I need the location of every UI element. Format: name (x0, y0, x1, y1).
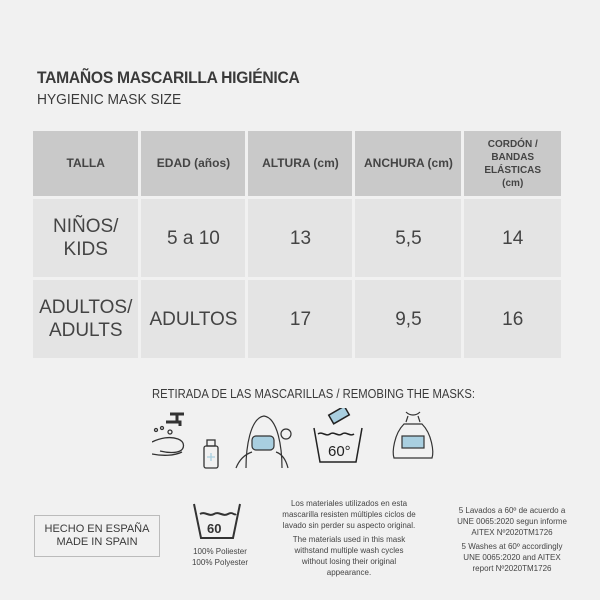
remove-mask-icon (235, 415, 292, 469)
table-row: NIÑOS/ KIDS 5 a 10 13 5,5 14 (33, 199, 561, 277)
header-talla: TALLA (33, 131, 139, 196)
cell: 9,5 (355, 280, 462, 358)
made-in-label: HECHO EN ESPAÑA MADE IN SPAIN (34, 515, 160, 557)
cell: ADULTOS (141, 280, 246, 358)
table-header-row: TALLA EDAD (años) ALTURA (cm) ANCHURA (c… (33, 131, 561, 196)
cell: 13 (248, 199, 353, 277)
cell: 16 (464, 280, 561, 358)
header-anchura: ANCHURA (cm) (355, 131, 462, 196)
wash-60-icon: 60° (313, 408, 363, 463)
bag-icon (392, 411, 434, 459)
certification-en: 5 Washes at 60º accordingly UNE 0065:202… (461, 542, 563, 573)
cell: 14 (464, 199, 561, 277)
material-es: 100% Poliester (193, 547, 247, 556)
size-table: TALLA EDAD (años) ALTURA (cm) ANCHURA (c… (30, 128, 564, 361)
durability-es: Los materiales utilizados en esta mascar… (282, 499, 416, 530)
cell: 17 (248, 280, 353, 358)
header-altura: ALTURA (cm) (248, 131, 353, 196)
removal-title: RETIRADA DE LAS MASCARILLAS / REMOBING T… (152, 387, 476, 401)
cell: NIÑOS/ KIDS (33, 199, 139, 277)
wash-symbol-icon: 60 (193, 503, 241, 539)
cell: 5 a 10 (141, 199, 246, 277)
made-in-en: MADE IN SPAIN (56, 536, 138, 548)
hand-washing-icon (152, 412, 219, 469)
made-in-es: HECHO EN ESPAÑA (44, 523, 150, 535)
page-title: TAMAÑOS MASCARILLA HIGIÉNICA (37, 68, 300, 87)
durability-en: The materials used in this mask withstan… (292, 535, 406, 577)
cell: ADULTOS/ ADULTS (33, 280, 139, 358)
material-en: 100% Polyester (191, 558, 249, 567)
header-edad: EDAD (años) (141, 131, 246, 196)
wash-icon-label: 60° (328, 443, 351, 460)
cell: 5,5 (355, 199, 462, 277)
header-cordon: CORDÓN / BANDAS ELÁSTICAS (cm) (464, 131, 561, 196)
wash-symbol-label: 60 (207, 521, 221, 536)
table-row: ADULTOS/ ADULTS ADULTOS 17 9,5 16 (33, 280, 561, 358)
certification-es: 5 Lavados a 60º de acuerdo a UNE 0065:20… (457, 506, 567, 537)
page-subtitle: HYGIENIC MASK SIZE (37, 91, 182, 108)
